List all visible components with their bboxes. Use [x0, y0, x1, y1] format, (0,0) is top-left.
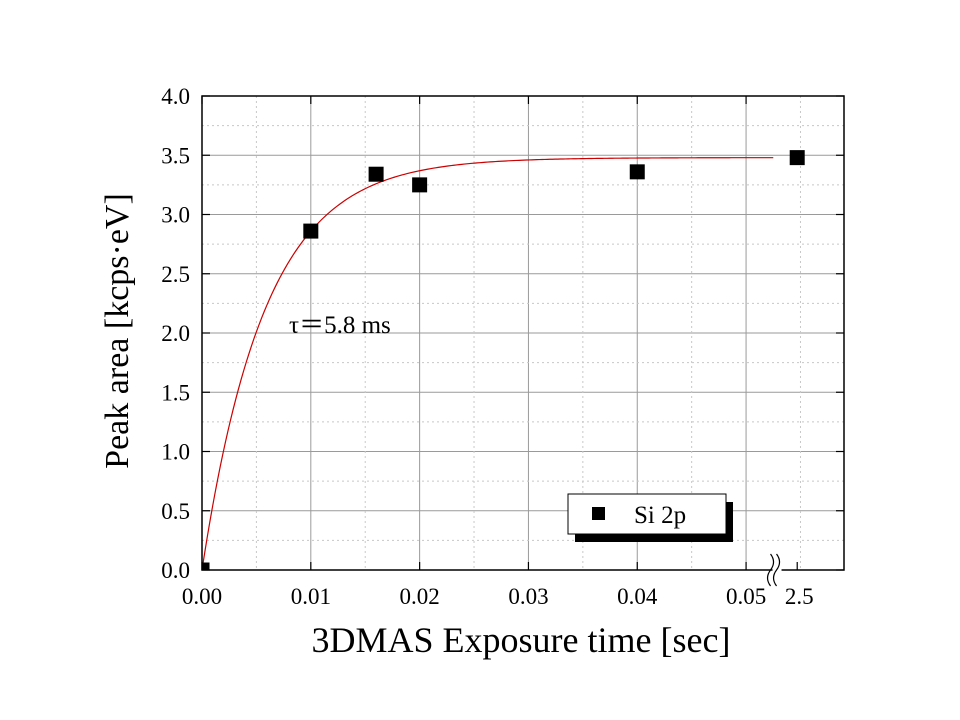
y-tick-label: 3.5	[161, 143, 190, 168]
x-tick-label: 0.02	[400, 584, 440, 609]
data-point	[303, 223, 319, 239]
legend-entry-si-2p: Si 2p	[634, 502, 686, 529]
fit-curve	[201, 157, 774, 571]
x-tick-label-break: 2.5	[785, 584, 814, 609]
x-tick-label: 0.00	[182, 584, 222, 609]
y-tick-label: 3.0	[161, 203, 190, 228]
data-point	[202, 562, 210, 570]
y-tick-label: 2.5	[161, 262, 190, 287]
data-points	[202, 150, 805, 570]
data-point	[629, 164, 645, 180]
legend: Si 2p	[567, 493, 733, 542]
axis-break-mark	[766, 553, 775, 587]
y-axis-label: Peak area [kcps·eV]	[99, 193, 136, 469]
x-tick-label: 0.03	[508, 584, 548, 609]
y-tick-label: 0.5	[161, 499, 190, 524]
x-axis-label: 3DMAS Exposure time [sec]	[312, 620, 731, 660]
tau-annotation: τ＝5.8 ms	[289, 312, 391, 339]
y-axis: 0.0 0.5 1.0 1.5 2.0 2.5 3.0 3.5 4.0	[161, 84, 844, 583]
axis-break	[766, 553, 782, 587]
x-tick-label: 0.05	[726, 584, 766, 609]
legend-marker-square	[592, 507, 605, 520]
x-tick-label: 0.04	[617, 584, 658, 609]
y-tick-label: 1.5	[161, 380, 190, 405]
y-tick-label: 0.0	[161, 558, 190, 583]
data-point	[368, 166, 384, 182]
y-tick-label: 1.0	[161, 440, 190, 465]
data-point	[789, 150, 805, 166]
x-tick-label: 0.01	[291, 584, 331, 609]
y-tick-label: 4.0	[161, 84, 190, 109]
x-axis: 0.00 0.01 0.02 0.03 0.04 0.05 2.5	[182, 96, 814, 609]
data-point	[412, 177, 428, 193]
fit-curve-layer	[201, 157, 774, 571]
axis-break-mark	[772, 553, 781, 587]
y-tick-label: 2.0	[161, 321, 190, 346]
